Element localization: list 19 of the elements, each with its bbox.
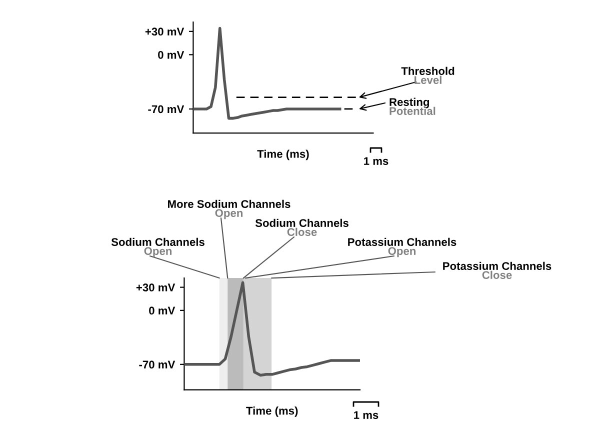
y-tick-label: +30 mV <box>136 284 176 292</box>
text: Potassium Channels Close <box>443 262 552 279</box>
x-axis-title: Time (ms) <box>246 406 298 417</box>
text: 1 ms <box>354 411 378 419</box>
text: 1 ms <box>364 157 388 165</box>
text: Resting Potential <box>390 98 436 115</box>
y-tick-label: -70 mV <box>148 105 184 114</box>
y-tick-label: 0 mV <box>158 50 184 59</box>
ref-line-label: Threshold Level <box>401 66 454 84</box>
y-tick-label: +30 mV <box>145 28 184 36</box>
x-axis-title: Time (ms) <box>257 150 309 160</box>
text: More Sodium Channels Open <box>168 200 290 220</box>
y-tick-label: -70 mV <box>139 360 176 369</box>
text: Sodium Channels Close <box>255 218 348 236</box>
text: Sodium Channels Open <box>111 238 204 258</box>
line-series <box>193 26 342 120</box>
line-series <box>184 281 360 377</box>
text: Potassium Channels Open <box>348 238 456 258</box>
y-tick-label: 0 mV <box>149 306 176 315</box>
